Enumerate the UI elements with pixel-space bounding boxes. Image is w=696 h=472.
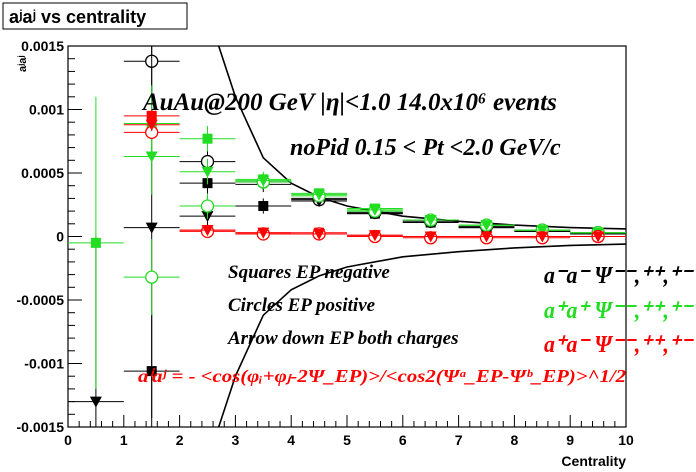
data-point-triangle: [201, 166, 214, 178]
data-points: [68, 46, 626, 427]
data-point-triangle: [536, 231, 549, 243]
x-tick-label: 3: [232, 432, 240, 448]
model-curve: [217, 243, 627, 428]
y-axis-label: aʲaʲ: [17, 55, 29, 72]
data-point-triangle: [89, 396, 102, 408]
legend-arrows: Arrow down EP both charges: [227, 328, 459, 349]
y-tick-label: -0.001: [24, 356, 64, 372]
x-tick-label: 9: [566, 432, 574, 448]
y-tick-label: -0.0015: [17, 419, 65, 435]
axis-ticks: [67, 45, 627, 428]
y-tick-label: 0.0005: [21, 165, 64, 181]
y-tick-labels: -0.0015 -0.001 -0.0005 0 0.0005 0.001 0.0015: [17, 38, 65, 435]
annotation-formula: aⁱaʲ = - <cos(φᵢ+φⱼ-2Ψ_EP)>/<cos2(Ψᵃ_EP-…: [138, 366, 626, 387]
chart-title: aʲaʲ vs centrality: [9, 7, 146, 27]
x-tick-label: 1: [120, 432, 128, 448]
x-tick-label: 2: [176, 432, 184, 448]
data-point-triangle: [368, 230, 381, 242]
data-point-triangle: [313, 228, 326, 240]
data-point-triangle: [201, 225, 214, 237]
legend-circles: Circles EP positive: [228, 295, 376, 316]
data-point-circle: [200, 199, 215, 213]
data-point-triangle: [145, 119, 158, 131]
annotation-cuts: noPid 0.15 < Pt <2.0 GeV/c: [290, 135, 561, 161]
y-tick-label: 0: [56, 229, 64, 245]
legend-charge-mm: a⁻a⁻ Ψ⁻⁻,⁺⁺,⁺⁻: [544, 263, 694, 289]
data-point-triangle: [424, 214, 437, 226]
data-point-triangle: [313, 189, 326, 201]
model-curves: [217, 45, 627, 428]
x-tick-label: 4: [287, 432, 295, 448]
legend-charge-pm: a⁺a⁻ Ψ⁻⁻,⁺⁺,⁺⁻: [544, 332, 694, 358]
y-tick-label: 0.001: [29, 102, 64, 118]
model-curve: [217, 45, 627, 230]
data-point-square: [258, 201, 269, 212]
data-point-triangle: [145, 222, 158, 234]
data-point-triangle: [480, 231, 493, 243]
x-tick-label: 8: [511, 432, 519, 448]
title-box: [2, 2, 188, 30]
y-tick-label: 0.0015: [21, 38, 64, 54]
legend-squares: Squares EP negative: [228, 262, 390, 283]
x-tick-label: 10: [618, 432, 634, 448]
annotation-events: AuAu@200 GeV |η|<1.0 14.0x10⁶ events: [141, 89, 557, 116]
x-tick-labels: 0 1 2 3 4 5 6 7 8 9 10: [64, 432, 634, 448]
data-point-square: [90, 237, 101, 248]
x-tick-label: 0: [64, 432, 72, 448]
data-point-triangle: [368, 204, 381, 216]
x-axis-label: Centrality: [561, 453, 626, 469]
data-point-square: [146, 110, 157, 121]
y-tick-label: -0.0005: [17, 292, 65, 308]
data-point-square: [202, 133, 213, 144]
x-tick-label: 5: [343, 432, 351, 448]
x-tick-label: 6: [399, 432, 407, 448]
data-point-triangle: [536, 225, 549, 237]
data-point-circle: [145, 270, 159, 284]
data-point-triangle: [424, 231, 437, 243]
data-point-triangle: [480, 220, 493, 232]
data-point-triangle: [145, 151, 158, 163]
x-tick-label: 7: [455, 432, 463, 448]
data-point-triangle: [257, 227, 270, 239]
legend-charge-pp: a⁺a⁺ Ψ⁻⁻,⁺⁺,⁺⁻: [544, 298, 694, 324]
data-point-triangle: [592, 231, 605, 243]
data-point-triangle: [257, 175, 270, 187]
